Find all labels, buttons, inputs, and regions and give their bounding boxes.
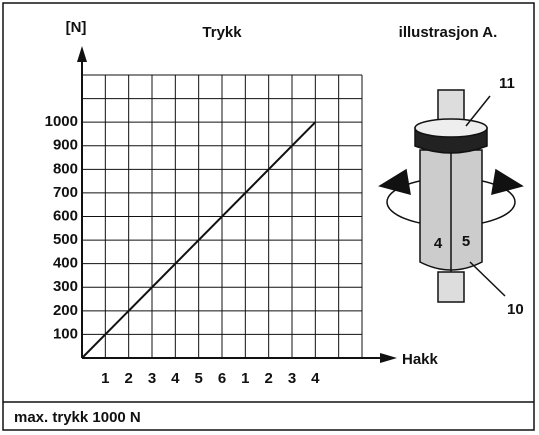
chart-title: Trykk [202, 24, 242, 41]
y-tick-label: 100 [53, 325, 78, 342]
x-tick-label: 4 [171, 370, 180, 387]
illustration [380, 90, 522, 302]
x-tick-label: 1 [241, 370, 249, 387]
callout: 11 [499, 75, 515, 92]
x-tick-label: 3 [288, 370, 296, 387]
x-tick-label: 4 [311, 370, 320, 387]
x-axis-arrow [380, 353, 397, 363]
y-tick-label: 600 [53, 207, 78, 224]
y-tick-label: 1000 [45, 113, 78, 130]
x-axis-label: Hakk [402, 351, 439, 368]
x-tick-label: 5 [194, 370, 202, 387]
y-axis-label: [N] [66, 19, 87, 36]
face-label: 5 [462, 233, 470, 250]
callout: 10 [507, 301, 524, 318]
x-tick-label: 3 [148, 370, 156, 387]
x-tick-label: 6 [218, 370, 226, 387]
x-tick-label: 1 [101, 370, 109, 387]
callout-line [470, 262, 505, 296]
y-tick-label: 300 [53, 278, 78, 295]
y-tick-label: 800 [53, 160, 78, 177]
bolt-top [438, 90, 464, 122]
x-tick-label: 2 [124, 370, 132, 387]
y-axis-arrow [77, 46, 87, 62]
face-label: 4 [434, 235, 443, 252]
arrow-left [380, 170, 410, 194]
y-tick-label: 500 [53, 231, 78, 248]
y-tick-label: 400 [53, 255, 78, 272]
illustration-title: illustrasjon A. [399, 24, 498, 41]
y-tick-label: 200 [53, 302, 78, 319]
footer: max. trykk 1000 N [14, 409, 141, 426]
page: max. trykk 1000 N Trykk [N] Hakk illustr… [0, 0, 539, 435]
y-tick-label: 900 [53, 137, 78, 154]
x-tick-label: 2 [264, 370, 272, 387]
y-tick-label: 700 [53, 184, 78, 201]
arrow-right [492, 170, 522, 194]
washer-top [415, 119, 487, 137]
bolt-bottom [438, 272, 464, 302]
